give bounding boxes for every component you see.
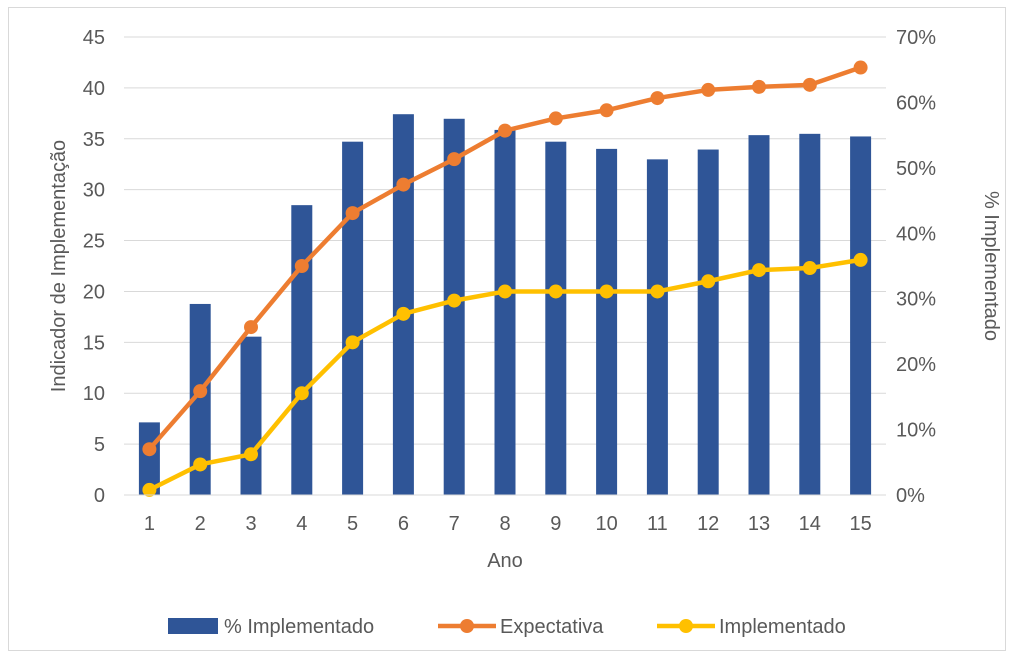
legend-label: Expectativa	[500, 616, 604, 638]
legend-swatch	[168, 618, 218, 634]
data-point	[548, 284, 563, 299]
data-point	[447, 293, 462, 308]
x-tick-label: 7	[449, 513, 460, 535]
bar	[189, 303, 211, 495]
y-tick-label: 20	[83, 281, 105, 303]
data-point	[752, 79, 766, 94]
y2-tick-label: 40%	[896, 223, 936, 245]
y2-tick-label: 60%	[896, 92, 936, 114]
legend-label: Implementado	[719, 616, 846, 638]
bar	[850, 136, 872, 496]
axes: 0510152025303540450%10%20%30%40%50%60%70…	[83, 27, 936, 535]
data-point	[294, 259, 309, 273]
data-point	[142, 442, 157, 457]
data-point	[498, 123, 512, 138]
data-point	[802, 261, 817, 276]
y-tick-label: 40	[83, 78, 105, 100]
bar	[596, 148, 618, 495]
legend: % Implementado Expectativa Implementado	[168, 616, 846, 638]
x-tick-label: 4	[296, 513, 307, 535]
bar	[545, 141, 567, 495]
x-tick-label: 1	[144, 513, 155, 535]
data-point	[345, 335, 360, 350]
x-tick-label: 3	[245, 513, 256, 535]
data-point	[701, 82, 716, 97]
y-tick-label: 5	[94, 434, 105, 456]
y2-tick-label: 10%	[896, 420, 936, 442]
data-point	[447, 152, 462, 167]
bar	[799, 133, 821, 495]
x-axis-title: Ano	[487, 550, 523, 572]
data-point	[345, 206, 360, 221]
bar	[748, 135, 770, 495]
data-point	[853, 252, 868, 267]
data-point	[244, 320, 258, 335]
data-point	[650, 284, 665, 299]
y-tick-label: 10	[83, 383, 105, 405]
x-tick-label: 10	[595, 513, 617, 535]
data-point	[193, 457, 208, 472]
line-series	[142, 60, 868, 497]
y2-tick-label: 70%	[896, 27, 936, 49]
data-point	[498, 284, 512, 299]
bar	[646, 159, 668, 495]
x-tick-label: 2	[195, 513, 206, 535]
y2-tick-label: 20%	[896, 354, 936, 376]
x-tick-label: 15	[849, 513, 871, 535]
data-point	[396, 306, 411, 321]
y-tick-label: 45	[83, 27, 105, 49]
data-point	[294, 386, 309, 401]
data-point	[548, 111, 563, 126]
bar	[697, 149, 719, 495]
x-tick-label: 9	[550, 513, 561, 535]
legend-marker	[679, 619, 693, 633]
x-tick-label: 13	[748, 513, 770, 535]
data-point	[650, 91, 665, 106]
data-point	[752, 263, 766, 278]
data-point	[701, 274, 716, 289]
data-point	[599, 284, 614, 299]
bar	[342, 141, 364, 495]
y2-tick-label: 30%	[896, 289, 936, 311]
data-point	[599, 103, 614, 118]
y2-axis-title: % Implementado	[980, 191, 1002, 341]
data-point	[853, 60, 868, 75]
x-tick-label: 14	[799, 513, 821, 535]
y-tick-label: 35	[83, 129, 105, 151]
data-point	[244, 447, 258, 462]
data-point	[193, 384, 208, 399]
y2-tick-label: 0%	[896, 485, 925, 507]
legend-label: % Implementado	[224, 616, 374, 638]
y-tick-label: 0	[94, 485, 105, 507]
data-point	[396, 177, 411, 192]
y-tick-label: 25	[83, 231, 105, 253]
y2-tick-label: 50%	[896, 158, 936, 180]
x-tick-label: 11	[647, 513, 668, 535]
x-tick-label: 6	[398, 513, 409, 535]
y-tick-label: 15	[83, 332, 105, 354]
bar-series	[138, 114, 872, 496]
x-tick-label: 12	[697, 513, 719, 535]
legend-marker	[460, 619, 474, 633]
bar	[392, 114, 414, 495]
data-point	[142, 482, 157, 497]
y-axis-title: Indicador de Implementação	[48, 140, 70, 392]
bar	[240, 336, 262, 495]
y-tick-label: 30	[83, 180, 105, 202]
x-tick-label: 5	[347, 513, 358, 535]
x-tick-label: 8	[499, 513, 510, 535]
bar	[291, 205, 313, 495]
bar	[494, 129, 516, 495]
data-point	[802, 77, 817, 92]
